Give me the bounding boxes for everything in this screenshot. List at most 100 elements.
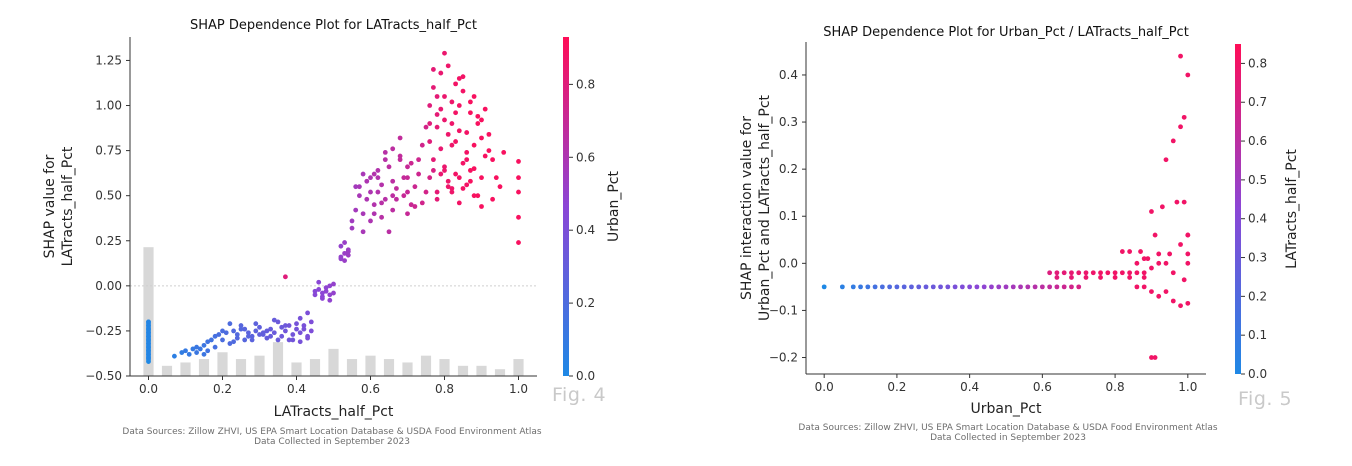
- y-tick-label: −0.25: [85, 324, 122, 338]
- data-point: [345, 252, 351, 258]
- data-point: [316, 287, 322, 292]
- data-point: [327, 297, 333, 303]
- data-point: [408, 202, 414, 208]
- data-point: [371, 202, 377, 208]
- data-point: [146, 319, 151, 325]
- x-tick-label: 0.2: [213, 382, 232, 396]
- data-point: [434, 112, 440, 117]
- data-point: [371, 211, 377, 217]
- data-point: [1098, 270, 1103, 276]
- data-point: [1134, 284, 1140, 290]
- data-point: [453, 110, 458, 116]
- data-point: [952, 284, 958, 290]
- data-point: [434, 124, 440, 130]
- colorbar-tick-label: 0.8: [576, 77, 595, 91]
- data-point: [253, 321, 259, 327]
- data-point: [427, 175, 433, 181]
- data-point: [397, 135, 403, 141]
- y-tick-label: −0.50: [85, 369, 122, 383]
- histogram-bar: [217, 352, 228, 376]
- data-point: [423, 189, 429, 195]
- data-point: [416, 171, 421, 177]
- data-point: [275, 319, 281, 325]
- data-point: [1178, 124, 1183, 130]
- figure-panel-left: 0.0 0.2 0.4 0.6 0.8 1.0 −0.50 −0.25 0.00 0.25 0.50…: [42, 18, 622, 447]
- data-point: [323, 285, 329, 291]
- y-tick-label: 0.00: [95, 279, 122, 293]
- data-point: [1127, 249, 1133, 254]
- data-point: [479, 175, 484, 181]
- data-point: [460, 88, 466, 94]
- data-point: [1032, 284, 1038, 290]
- data-point: [423, 124, 429, 130]
- data-point: [146, 355, 151, 361]
- data-point: [1145, 256, 1151, 262]
- colorbar-tick-label: 0.0: [576, 369, 595, 383]
- data-point: [397, 157, 403, 163]
- data-point: [386, 164, 392, 170]
- y-axis-label-line: SHAP value for: [42, 154, 58, 258]
- data-point: [405, 189, 410, 195]
- histogram-bar: [420, 355, 432, 376]
- data-point: [1152, 232, 1158, 238]
- data-point: [297, 330, 303, 336]
- data-point: [1010, 284, 1016, 290]
- data-point: [974, 284, 980, 290]
- data-point: [172, 353, 177, 359]
- y-axis-label-line: SHAP interaction value for: [739, 116, 755, 300]
- colorbar: [563, 37, 569, 376]
- y-tick-label: 1.25: [95, 53, 122, 67]
- data-point: [431, 168, 436, 173]
- data-source-note: Data Sources: Zillow ZHVI, US EPA Smart …: [708, 423, 1308, 443]
- histogram-bar: [365, 355, 376, 376]
- data-point: [442, 117, 447, 123]
- data-point: [290, 332, 296, 337]
- x-tick-label: 0.6: [1033, 380, 1052, 394]
- data-point: [194, 350, 200, 355]
- data-point: [909, 284, 914, 290]
- data-point: [342, 240, 347, 245]
- data-point: [242, 326, 248, 332]
- data-point: [434, 196, 440, 202]
- data-point: [342, 250, 347, 256]
- data-point: [279, 333, 285, 339]
- data-point: [434, 189, 440, 195]
- x-tick-label: 0.6: [361, 382, 380, 396]
- data-point: [375, 175, 381, 181]
- histogram-bar: [494, 369, 506, 376]
- data-point: [401, 193, 407, 199]
- data-point: [1138, 249, 1143, 254]
- colorbar-tick-label: 0.6: [576, 150, 595, 164]
- data-point: [464, 130, 470, 135]
- data-point: [427, 103, 433, 108]
- data-point: [456, 76, 462, 81]
- histogram-bar: [346, 359, 358, 376]
- data-point: [1003, 284, 1009, 290]
- data-point: [438, 171, 444, 177]
- data-point: [1112, 275, 1118, 280]
- data-point: [146, 341, 151, 346]
- data-point: [493, 175, 499, 181]
- data-point: [1018, 284, 1023, 290]
- data-point: [220, 337, 225, 343]
- data-point: [1061, 284, 1067, 290]
- data-point: [1047, 284, 1053, 290]
- data-point: [242, 337, 248, 343]
- data-point: [397, 153, 403, 159]
- data-point: [894, 284, 900, 290]
- data-point: [349, 218, 355, 224]
- data-point: [516, 240, 521, 245]
- data-point: [1149, 355, 1154, 360]
- data-point: [419, 142, 425, 148]
- data-point: [368, 175, 373, 181]
- data-point: [290, 337, 296, 343]
- histogram-bar: [198, 359, 210, 376]
- x-tick-label: 0.2: [887, 380, 906, 394]
- data-point: [490, 196, 495, 202]
- data-point: [460, 74, 466, 80]
- data-point: [275, 337, 281, 343]
- data-point: [468, 178, 473, 184]
- data-point: [1098, 275, 1103, 280]
- data-point: [453, 139, 458, 144]
- chart-lates-dependence: 0.0 0.2 0.4 0.6 0.8 1.0 −0.50 −0.25 0.00 0.25 0.50…: [42, 18, 622, 420]
